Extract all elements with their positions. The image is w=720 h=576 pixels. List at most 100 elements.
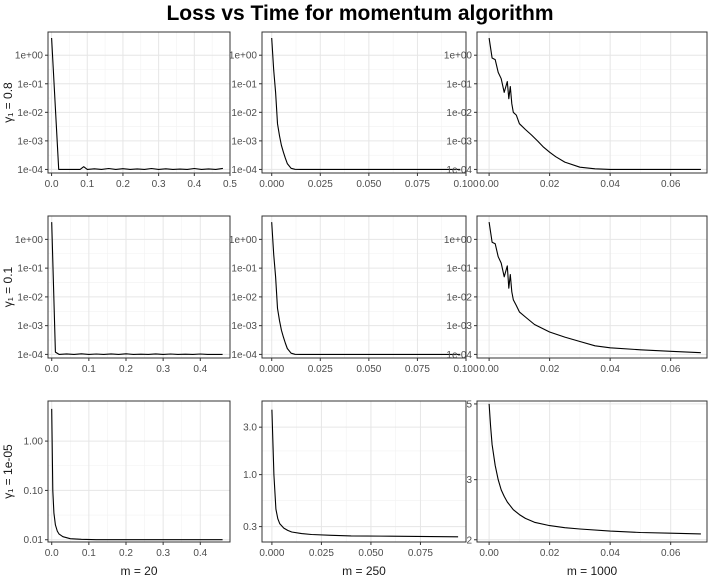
panel-1-0-ytick-label: 1e-03 (17, 321, 43, 332)
panel-0-1-background (262, 32, 466, 173)
panel-0-2-ytick-label: 1e-04 (446, 165, 472, 176)
panel-0-0-xtick-label: 0.3 (152, 179, 166, 190)
panel-1-0-ytick-label: 1e-01 (17, 264, 43, 275)
panel-2-0-ytick-label: 0.01 (24, 535, 44, 546)
panel-0-1-series-line (271, 37, 461, 170)
column-label-2: m = 1000 (567, 564, 618, 576)
panel-2-2-ytick-label: 2 (466, 535, 472, 546)
panel-0-1-ytick-label: 1e-04 (231, 165, 257, 176)
panel-0-1-xtick-label: 0.000 (259, 179, 284, 190)
panel-1-0-xtick-label: 0.1 (82, 364, 96, 375)
panel-0-1-ytick-label: 1e-02 (231, 108, 257, 119)
panel-1-1-ytick-label: 1e-01 (231, 264, 257, 275)
panel-2-2-xtick-label: 0.04 (600, 548, 620, 559)
panel-1-2-ytick-label: 1e-03 (446, 321, 472, 332)
panel-0-2-series-line (488, 37, 701, 170)
panel-0-2-ytick-label: 1e-03 (446, 136, 472, 147)
panel-1-1-border (261, 215, 467, 359)
panel-2-0-ytick-label: 1.00 (24, 437, 44, 448)
panel-2-1-series-line (271, 409, 459, 538)
panel-1-2-xtick-label: 0.04 (600, 364, 620, 375)
panel-2-1-ytick-label: 0.3 (243, 522, 257, 533)
panel-0-0-xtick-label: 0.2 (116, 179, 130, 190)
panel-2-1-xtick-label: 0.025 (309, 548, 334, 559)
panel-1-0-xtick-label: 0.0 (45, 364, 59, 375)
row-label-0: γ₁ = 0.8 (1, 82, 15, 123)
panel-2-2-ytick-label: 3 (466, 475, 472, 486)
panel-1-0-ytick-label: 1e+00 (15, 235, 44, 246)
panel-0-1-xtick-label: 0.100 (453, 179, 478, 190)
panel-0-1-xtick-label: 0.075 (405, 179, 430, 190)
panel-0-0-series-line (51, 37, 223, 170)
panel-0-1-ytick-label: 1e-01 (231, 79, 257, 90)
panel-1-1-xtick-label: 0.050 (356, 364, 381, 375)
panel-1-2-xtick-label: 0.00 (479, 364, 499, 375)
panel-0-0-xtick-label: 0.4 (187, 179, 201, 190)
panel-1-2-ytick-label: 1e-01 (446, 264, 472, 275)
panel-2-2-xtick-label: 0.06 (661, 548, 681, 559)
panel-2-0-background (48, 401, 230, 542)
panel-0-0-ytick-label: 1e+00 (15, 51, 44, 62)
panel-2-1-background (262, 401, 466, 542)
panel-0-2-xtick-label: 0.00 (479, 179, 499, 190)
panel-2-0-xtick-label: 0.0 (45, 548, 59, 559)
panel-2-0-ytick-label: 0.10 (24, 486, 44, 497)
panel-1-2-ytick-label: 1e-02 (446, 292, 472, 303)
panel-2-2-ytick-label: 5 (466, 399, 472, 410)
panel-1-1-xtick-label: 0.075 (405, 364, 430, 375)
panel-0-1-border (261, 31, 467, 174)
panel-0-2-ytick-label: 1e+00 (444, 51, 473, 62)
panel-1-1-xtick-label: 0.000 (259, 364, 284, 375)
panel-0-0-ytick-label: 1e-03 (17, 136, 43, 147)
panel-1-0-border (47, 215, 231, 359)
panel-2-0-xtick-label: 0.2 (119, 548, 133, 559)
panel-2-2-xtick-label: 0.00 (479, 548, 499, 559)
panel-2-0-xtick-label: 0.4 (193, 548, 207, 559)
panel-0-0-xtick-label: 0.5 (223, 179, 237, 190)
panel-2-2-background (477, 401, 707, 542)
panel-2-1-xtick-label: 0.050 (358, 548, 383, 559)
panel-1-1-xtick-label: 0.025 (308, 364, 333, 375)
panel-1-0-xtick-label: 0.3 (156, 364, 170, 375)
row-label-2: γ₁ = 1e-05 (1, 444, 15, 499)
panel-0-2-border (476, 31, 708, 174)
panel-1-2-border (476, 215, 708, 359)
panel-1-0-background (48, 216, 230, 358)
panel-0-0-ytick-label: 1e-02 (17, 108, 43, 119)
panel-1-0-ytick-label: 1e-02 (17, 292, 43, 303)
panel-1-0-series-line (51, 222, 223, 355)
panel-1-1-ytick-label: 1e-04 (231, 350, 257, 361)
panel-0-2-ytick-label: 1e-01 (446, 79, 472, 90)
panel-0-2-ytick-label: 1e-02 (446, 108, 472, 119)
panel-0-0-xtick-label: 0.0 (45, 179, 59, 190)
panel-1-1-ytick-label: 1e+00 (229, 235, 258, 246)
panel-2-0-series-line (51, 408, 223, 541)
panel-1-2-ytick-label: 1e+00 (444, 235, 473, 246)
panel-1-2-xtick-label: 0.02 (540, 364, 560, 375)
column-label-1: m = 250 (342, 564, 386, 576)
panel-2-0-xtick-label: 0.3 (156, 548, 170, 559)
panel-0-0-ytick-label: 1e-01 (17, 79, 43, 90)
panel-2-2-xtick-label: 0.02 (540, 548, 560, 559)
panel-1-1-ytick-label: 1e-03 (231, 321, 257, 332)
panel-0-2-xtick-label: 0.06 (661, 179, 681, 190)
panel-0-0-background (48, 32, 230, 173)
panel-1-0-xtick-label: 0.4 (193, 364, 207, 375)
panel-0-2-xtick-label: 0.02 (540, 179, 560, 190)
panel-1-1-background (262, 216, 466, 358)
panel-0-1-ytick-label: 1e+00 (229, 51, 258, 62)
panel-2-1-ytick-label: 1.0 (243, 470, 257, 481)
panel-0-1-xtick-label: 0.050 (356, 179, 381, 190)
panel-0-1-ytick-label: 1e-03 (231, 136, 257, 147)
panel-2-2-border (476, 400, 708, 543)
panel-1-0-xtick-label: 0.2 (119, 364, 133, 375)
panel-0-1-xtick-label: 0.025 (308, 179, 333, 190)
panel-0-2-xtick-label: 0.04 (600, 179, 620, 190)
chart-title: Loss vs Time for momentum algorithm (166, 2, 554, 25)
panel-2-1-ytick-label: 3.0 (243, 423, 257, 434)
panel-2-0-border (47, 400, 231, 543)
panel-1-1-ytick-label: 1e-02 (231, 292, 257, 303)
panel-2-1-xtick-label: 0.000 (259, 548, 284, 559)
row-label-1: γ₁ = 0.1 (1, 266, 15, 307)
